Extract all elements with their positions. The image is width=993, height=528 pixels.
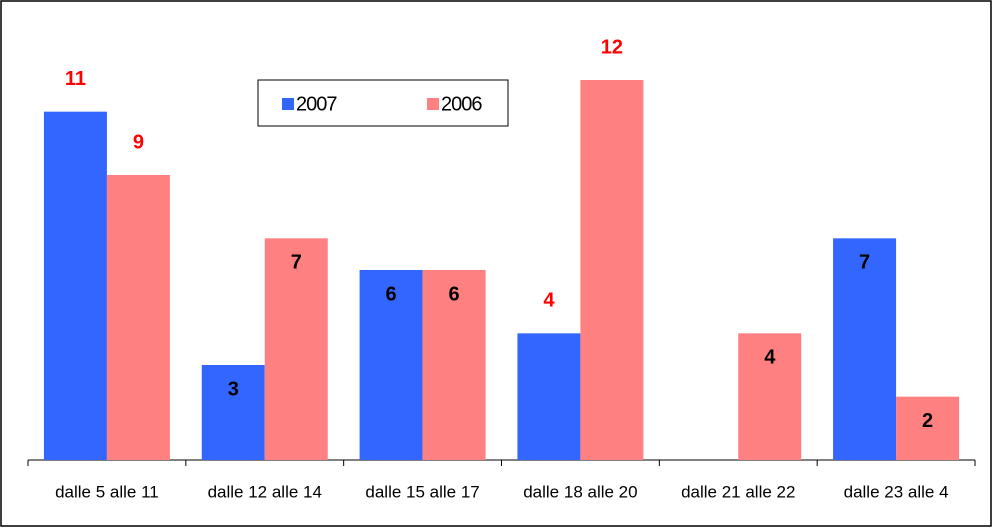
bar <box>580 80 644 460</box>
bar <box>896 396 960 460</box>
bar <box>738 333 802 460</box>
data-label: 6 <box>386 283 397 305</box>
bar <box>106 175 170 460</box>
bar <box>833 238 897 460</box>
legend-box <box>257 79 509 127</box>
legend-swatch <box>282 98 294 110</box>
x-tick-label: dalle 23 alle 4 <box>844 482 949 501</box>
data-label: 4 <box>543 290 555 312</box>
data-label: 9 <box>133 131 144 153</box>
x-tick-label: dalle 5 alle 11 <box>55 482 159 501</box>
legend-swatch <box>427 98 439 110</box>
data-label: 6 <box>449 283 460 305</box>
data-label: 7 <box>859 252 870 274</box>
bar <box>359 270 423 460</box>
legend-label: 2007 <box>296 93 337 115</box>
bar <box>43 111 107 461</box>
data-label: 11 <box>65 68 86 90</box>
x-tick-label: dalle 12 alle 14 <box>208 482 322 501</box>
data-label: 4 <box>764 347 776 369</box>
bar <box>422 270 486 460</box>
x-tick-label: dalle 18 alle 20 <box>523 482 637 501</box>
data-label: 3 <box>228 378 239 400</box>
data-label: 7 <box>291 252 302 274</box>
bar <box>264 238 328 460</box>
x-tick-label: dalle 15 alle 17 <box>365 482 479 501</box>
x-tick-label: dalle 21 alle 22 <box>681 482 795 501</box>
bar <box>517 333 581 460</box>
legend-label: 2006 <box>441 93 482 115</box>
bar <box>201 365 265 460</box>
data-label: 12 <box>601 36 623 58</box>
data-label: 2 <box>922 410 933 432</box>
